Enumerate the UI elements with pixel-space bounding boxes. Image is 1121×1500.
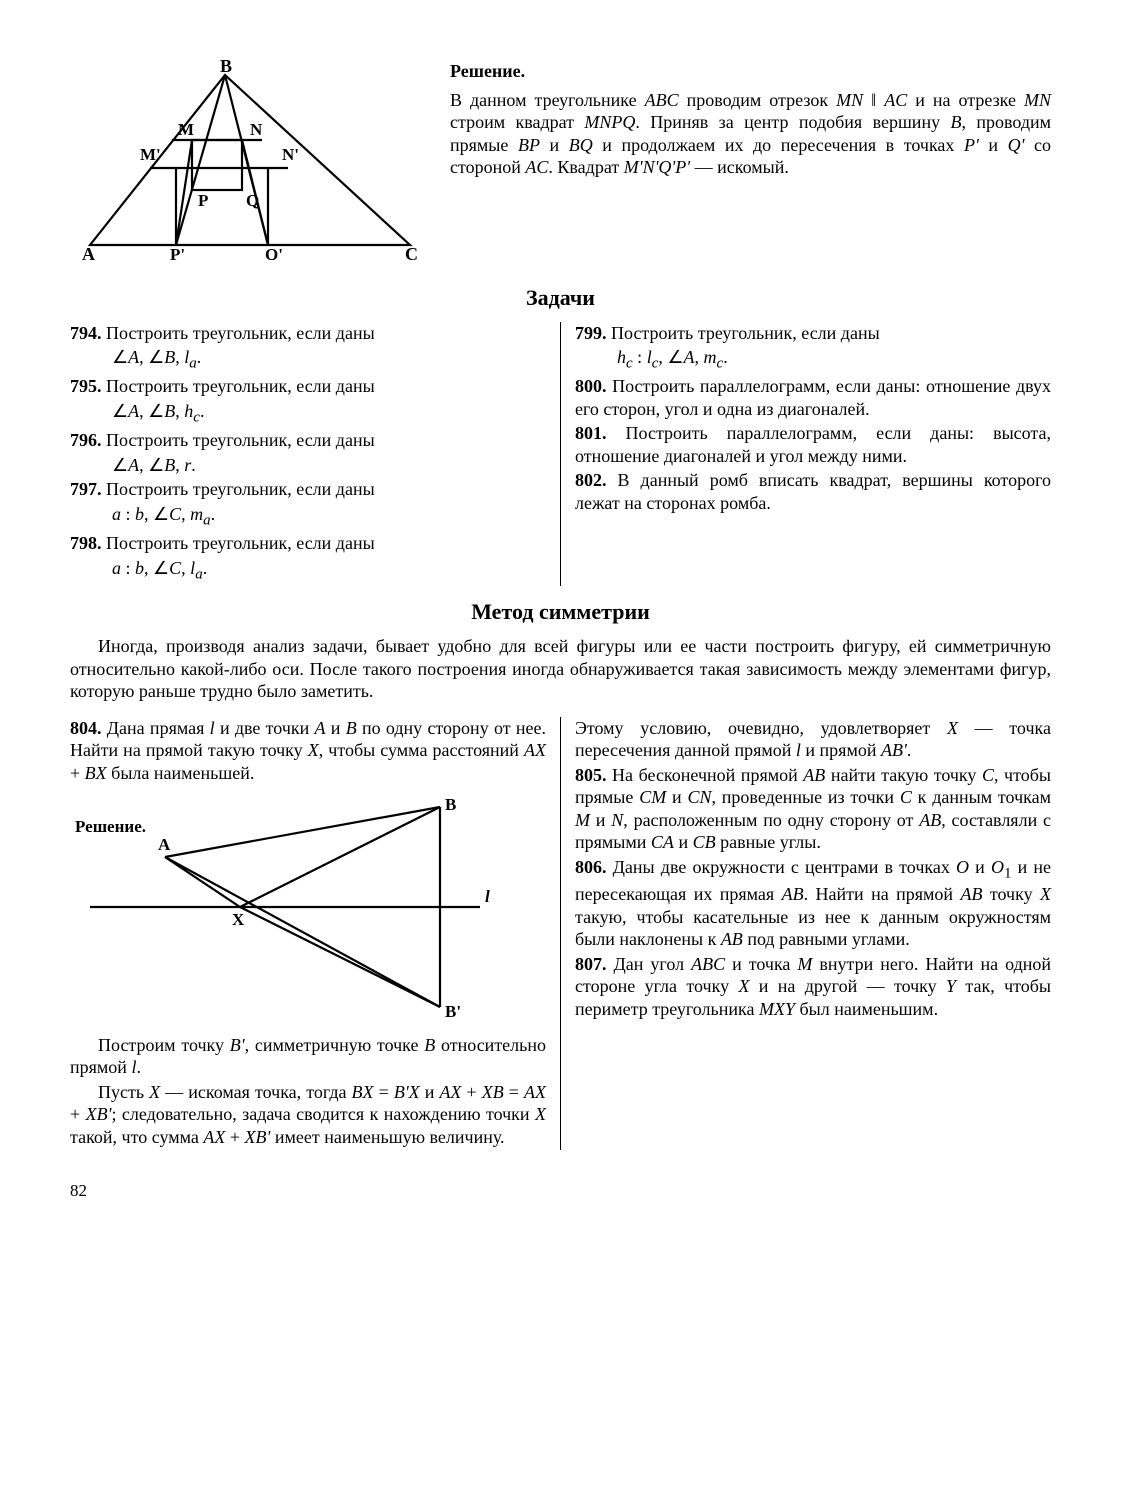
page-number: 82	[70, 1180, 1051, 1201]
symmetry-columns: 804. Дана прямая l и две точки A и B по …	[70, 717, 1051, 1151]
lbl-Np: N'	[282, 145, 299, 164]
task-item: 797. Построить треугольник, если даны	[70, 478, 546, 501]
task-given: a : b, ∠C, la.	[70, 557, 546, 584]
fig2-solution-label: Решение.	[75, 817, 146, 836]
problem-804: 804. Дана прямая l и две точки A и B по …	[70, 717, 546, 785]
lbl-P: P	[198, 191, 208, 210]
task-item: 806. Даны две окружности с центрами в то…	[575, 856, 1051, 951]
task-given: ∠A, ∠B, r.	[70, 454, 546, 477]
task-given: a : b, ∠C, ma.	[70, 503, 546, 530]
task-given: ∠A, ∠B, hc.	[70, 400, 546, 427]
symmetry-left-col: 804. Дана прямая l и две точки A и B по …	[70, 717, 561, 1151]
lbl2-A: A	[158, 835, 171, 854]
task-item: 795. Построить треугольник, если даны	[70, 375, 546, 398]
solution-text: В данном треугольнике ABC проводим отрез…	[450, 89, 1051, 179]
lbl-B: B	[220, 60, 232, 76]
solution-block: Решение. В данном треугольнике ABC прово…	[450, 60, 1051, 266]
task-given: hc : lc, ∠A, mc.	[575, 346, 1051, 373]
p804-after2: Пусть X — искомая точка, тогда BX = B'X …	[70, 1081, 546, 1149]
task-item: 800. Построить параллелограмм, если даны…	[575, 375, 1051, 420]
lbl2-l: l	[485, 887, 490, 906]
task-item: 794. Построить треугольник, если даны	[70, 322, 546, 345]
tasks-title: Задачи	[70, 284, 1051, 312]
task-item: 802. В данный ромб вписать квадрат, верш…	[575, 469, 1051, 514]
lbl-Pp: P'	[170, 245, 185, 260]
lbl-Mp: M'	[140, 145, 161, 164]
p804-after1: Построим точку B', симметричную точке B …	[70, 1034, 546, 1079]
lbl-Qp: Q'	[265, 245, 283, 260]
task-item: 796. Построить треугольник, если даны	[70, 429, 546, 452]
task-item: Этому условию, очевидно, удовлетворяет X…	[575, 717, 1051, 762]
symmetry-title: Метод симметрии	[70, 598, 1051, 626]
lbl-A: A	[82, 244, 95, 260]
task-item: 807. Дан угол ABC и точка M внутри него.…	[575, 953, 1051, 1021]
task-item: 798. Построить треугольник, если даны	[70, 532, 546, 555]
lbl-N: N	[250, 120, 263, 139]
lbl2-B: B	[445, 795, 456, 814]
tasks-right-col: 799. Построить треугольник, если даныhc …	[561, 322, 1051, 586]
top-section: B M N M' N' P Q A C P' Q' Решение. В дан…	[70, 60, 1051, 266]
figure-2: Решение. A B B' X l	[70, 792, 546, 1028]
task-given: ∠A, ∠B, la.	[70, 346, 546, 373]
tasks-columns: 794. Построить треугольник, если даны∠A,…	[70, 322, 1051, 586]
lbl-Q: Q	[246, 191, 259, 210]
lbl-C: C	[405, 244, 418, 260]
lbl-M: M	[178, 120, 194, 139]
task-item: 799. Построить треугольник, если даны	[575, 322, 1051, 345]
lbl2-X: X	[232, 910, 245, 929]
task-item: 805. На бесконечной прямой AB найти таку…	[575, 764, 1051, 854]
task-item: 801. Построить параллелограмм, если даны…	[575, 422, 1051, 467]
solution-heading: Решение.	[450, 60, 1051, 83]
tasks-left-col: 794. Построить треугольник, если даны∠A,…	[70, 322, 561, 586]
lbl2-Bp: B'	[445, 1002, 461, 1021]
figure-1: B M N M' N' P Q A C P' Q'	[70, 60, 430, 266]
symmetry-right-col: Этому условию, очевидно, удовлетворяет X…	[561, 717, 1051, 1151]
symmetry-intro: Иногда, производя анализ задачи, бывает …	[70, 635, 1051, 703]
